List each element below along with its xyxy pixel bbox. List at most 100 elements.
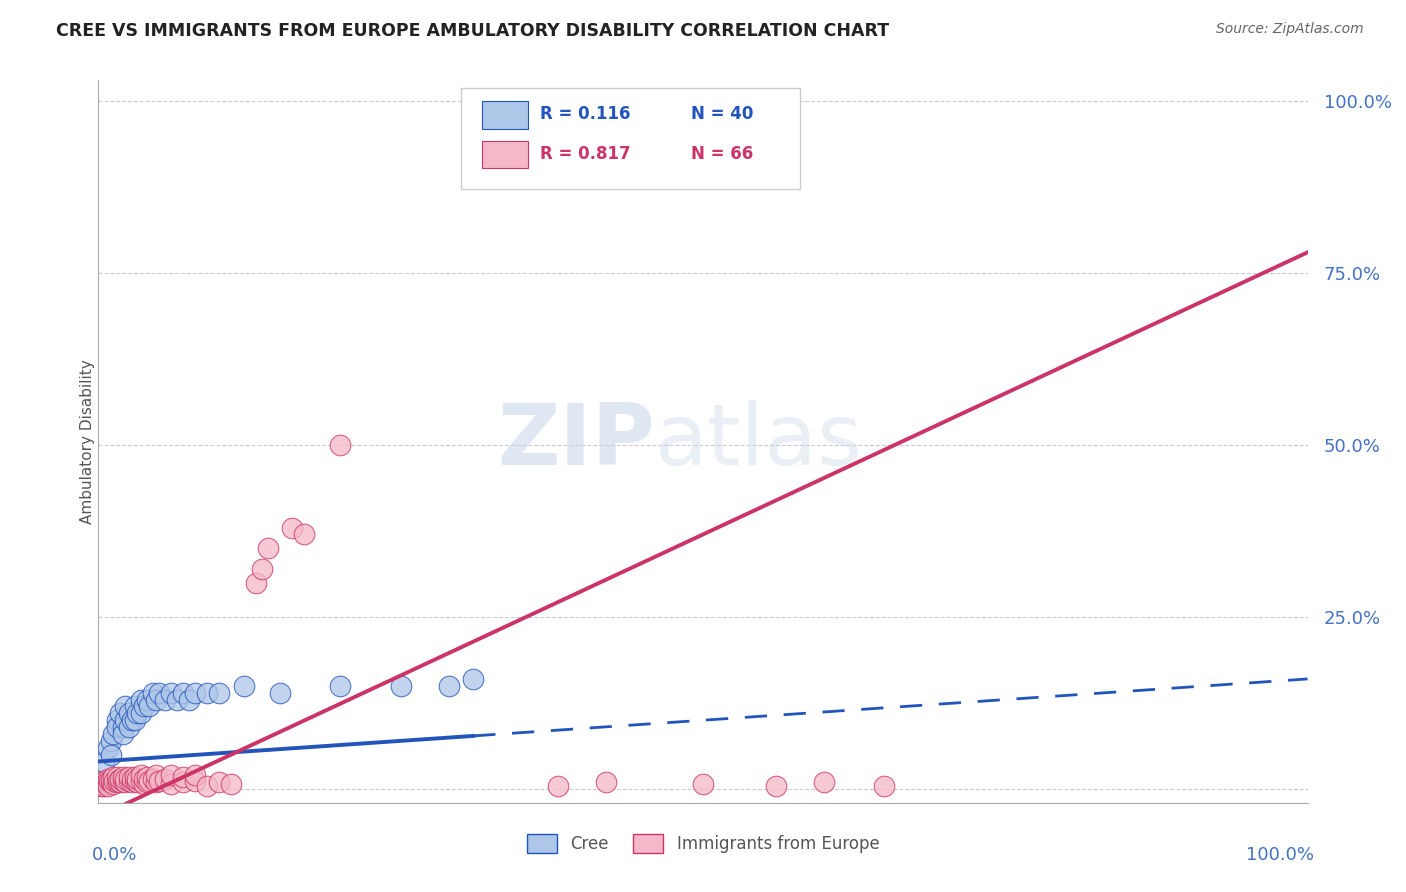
Point xyxy=(129,706,152,721)
Point xyxy=(105,775,128,789)
Point xyxy=(145,692,167,706)
Point xyxy=(124,770,146,784)
Point xyxy=(111,727,134,741)
Point xyxy=(256,541,278,556)
Point xyxy=(134,776,156,790)
Point xyxy=(96,775,118,789)
Point xyxy=(153,692,176,706)
Point xyxy=(142,686,165,700)
Point xyxy=(108,775,131,789)
Point xyxy=(127,706,149,721)
Text: R = 0.116: R = 0.116 xyxy=(540,105,630,123)
Point xyxy=(129,768,152,782)
Point xyxy=(101,776,124,790)
Point xyxy=(172,686,194,700)
Point xyxy=(114,713,136,727)
Text: atlas: atlas xyxy=(655,400,863,483)
Point xyxy=(172,775,194,789)
Point xyxy=(148,773,170,788)
Point xyxy=(129,773,152,788)
Point xyxy=(135,775,157,789)
Point xyxy=(292,527,315,541)
Point xyxy=(389,679,412,693)
Point xyxy=(105,770,128,784)
Point xyxy=(250,562,273,576)
Point xyxy=(121,772,143,786)
FancyBboxPatch shape xyxy=(482,101,527,128)
Point xyxy=(97,779,120,793)
Point xyxy=(121,775,143,789)
Point xyxy=(93,773,115,788)
FancyBboxPatch shape xyxy=(461,87,800,189)
Point xyxy=(208,686,231,700)
Point xyxy=(100,772,122,786)
Point xyxy=(245,575,267,590)
Point xyxy=(100,747,122,762)
Point xyxy=(208,775,231,789)
Point xyxy=(329,679,352,693)
Point xyxy=(184,768,207,782)
Point xyxy=(100,734,122,748)
Point xyxy=(127,772,149,786)
Point xyxy=(134,772,156,786)
Point xyxy=(101,770,124,784)
Point xyxy=(105,720,128,734)
Point xyxy=(160,686,183,700)
Text: N = 66: N = 66 xyxy=(690,145,754,163)
Point xyxy=(463,672,485,686)
Text: R = 0.817: R = 0.817 xyxy=(540,145,630,163)
Text: Source: ZipAtlas.com: Source: ZipAtlas.com xyxy=(1216,22,1364,37)
Point xyxy=(101,727,124,741)
Point xyxy=(160,768,183,782)
Point xyxy=(121,713,143,727)
Point xyxy=(184,686,207,700)
Point xyxy=(97,740,120,755)
Point xyxy=(547,779,569,793)
Point xyxy=(166,692,188,706)
Point xyxy=(105,713,128,727)
Point xyxy=(129,692,152,706)
Text: CREE VS IMMIGRANTS FROM EUROPE AMBULATORY DISABILITY CORRELATION CHART: CREE VS IMMIGRANTS FROM EUROPE AMBULATOR… xyxy=(56,22,890,40)
Point xyxy=(124,773,146,788)
Point xyxy=(91,776,114,790)
Point xyxy=(108,772,131,786)
Point xyxy=(153,772,176,786)
Point xyxy=(111,770,134,784)
Point xyxy=(127,775,149,789)
Point xyxy=(118,720,141,734)
Point xyxy=(124,699,146,714)
Point xyxy=(145,775,167,789)
Point xyxy=(148,686,170,700)
Legend: Cree, Immigrants from Europe: Cree, Immigrants from Europe xyxy=(520,827,886,860)
Point xyxy=(145,768,167,782)
Point xyxy=(437,679,460,693)
Point xyxy=(94,776,117,790)
Point xyxy=(118,773,141,788)
Point xyxy=(281,520,304,534)
Point xyxy=(90,779,112,793)
Point xyxy=(114,699,136,714)
Point xyxy=(873,779,896,793)
FancyBboxPatch shape xyxy=(482,141,527,169)
Text: 0.0%: 0.0% xyxy=(93,847,138,864)
Point xyxy=(135,770,157,784)
Point xyxy=(107,773,129,788)
Point xyxy=(172,770,194,784)
Point xyxy=(329,438,352,452)
Point xyxy=(91,775,114,789)
Point xyxy=(93,755,115,769)
Point xyxy=(97,772,120,786)
Point xyxy=(138,699,160,714)
Point xyxy=(595,775,617,789)
Point xyxy=(100,775,122,789)
Point xyxy=(118,706,141,721)
Text: 100.0%: 100.0% xyxy=(1246,847,1313,864)
Point xyxy=(118,770,141,784)
Point xyxy=(93,779,115,793)
Y-axis label: Ambulatory Disability: Ambulatory Disability xyxy=(80,359,94,524)
Point xyxy=(692,776,714,790)
Point xyxy=(108,706,131,721)
Point xyxy=(111,720,134,734)
Point xyxy=(269,686,291,700)
Point xyxy=(142,772,165,786)
